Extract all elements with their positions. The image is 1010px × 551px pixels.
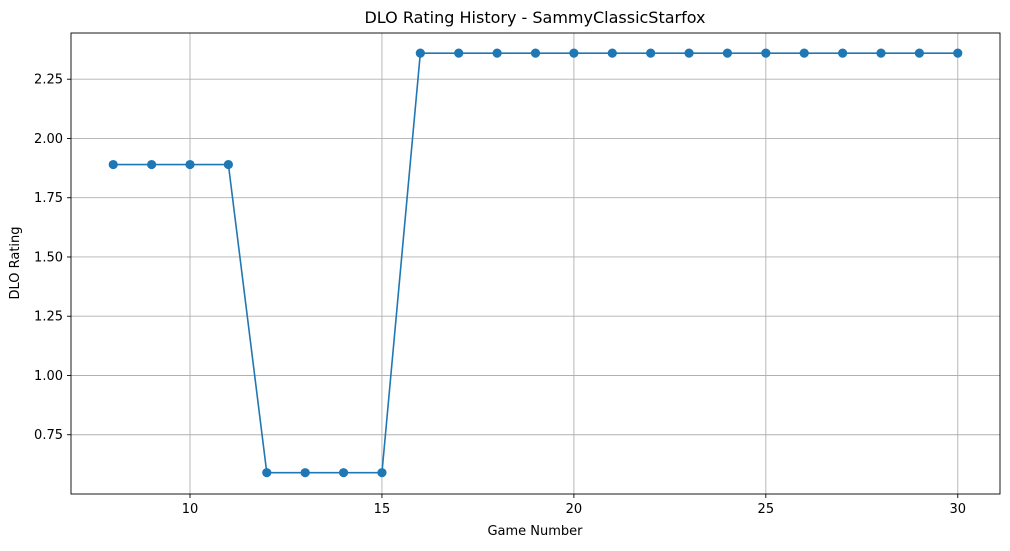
- data-point: [799, 48, 809, 58]
- data-point: [761, 48, 771, 58]
- data-point: [262, 468, 272, 478]
- y-tick-label: 2.25: [34, 73, 63, 88]
- y-axis-label: DLO Rating: [8, 226, 23, 299]
- plot-area-frame: [70, 32, 1001, 495]
- y-tick-label: 1.25: [34, 310, 63, 325]
- data-point: [722, 48, 733, 58]
- x-tick-label: 15: [374, 502, 391, 517]
- y-tick-label: 2.00: [34, 132, 63, 147]
- grid: [71, 33, 1000, 494]
- data-point: [108, 159, 118, 170]
- data-point: [377, 468, 387, 478]
- chart-title: DLO Rating History - SammyClassicStarfox: [364, 8, 705, 27]
- data-point: [876, 48, 886, 58]
- series-layer: [108, 48, 963, 478]
- data-point: [300, 468, 310, 478]
- data-point: [953, 48, 963, 58]
- x-tick-label: 20: [566, 502, 583, 517]
- data-point: [415, 48, 425, 58]
- data-point: [684, 48, 694, 58]
- y-tick-label: 1.75: [34, 191, 63, 206]
- data-point: [914, 48, 924, 58]
- data-point: [492, 48, 502, 58]
- data-point: [223, 159, 233, 170]
- y-tick-label: 1.50: [34, 250, 63, 265]
- data-point: [569, 48, 579, 58]
- data-point: [147, 159, 157, 170]
- x-tick-label: 30: [949, 502, 966, 517]
- x-tick-label: 25: [758, 502, 775, 517]
- x-axis: 10 15 20 25 30: [182, 494, 966, 517]
- y-axis: 0.75 1.00 1.25 1.50 1.75 2.00 2.25: [34, 73, 71, 443]
- data-point: [838, 48, 848, 58]
- data-point: [530, 48, 541, 58]
- series-line: [113, 52, 958, 474]
- x-axis-label: Game Number: [487, 524, 583, 539]
- data-point: [454, 48, 464, 58]
- y-tick-label: 0.75: [34, 428, 63, 443]
- data-point: [646, 48, 656, 58]
- data-point: [338, 468, 349, 478]
- data-point: [185, 159, 195, 170]
- x-tick-label: 10: [182, 502, 199, 517]
- data-point: [607, 48, 617, 58]
- y-tick-label: 1.00: [34, 369, 63, 384]
